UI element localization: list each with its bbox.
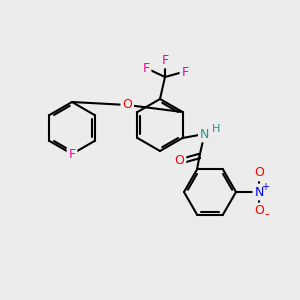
Text: N: N <box>200 128 209 140</box>
Text: F: F <box>68 148 76 161</box>
Text: F: F <box>142 61 150 74</box>
Text: O: O <box>122 98 132 112</box>
Text: +: + <box>261 182 269 192</box>
Text: O: O <box>175 154 184 167</box>
Text: N: N <box>254 185 264 199</box>
Text: H: H <box>212 124 221 134</box>
Text: -: - <box>265 208 269 221</box>
Text: F: F <box>161 53 169 67</box>
Text: O: O <box>254 167 264 179</box>
Text: O: O <box>254 205 264 218</box>
Text: F: F <box>182 65 189 79</box>
